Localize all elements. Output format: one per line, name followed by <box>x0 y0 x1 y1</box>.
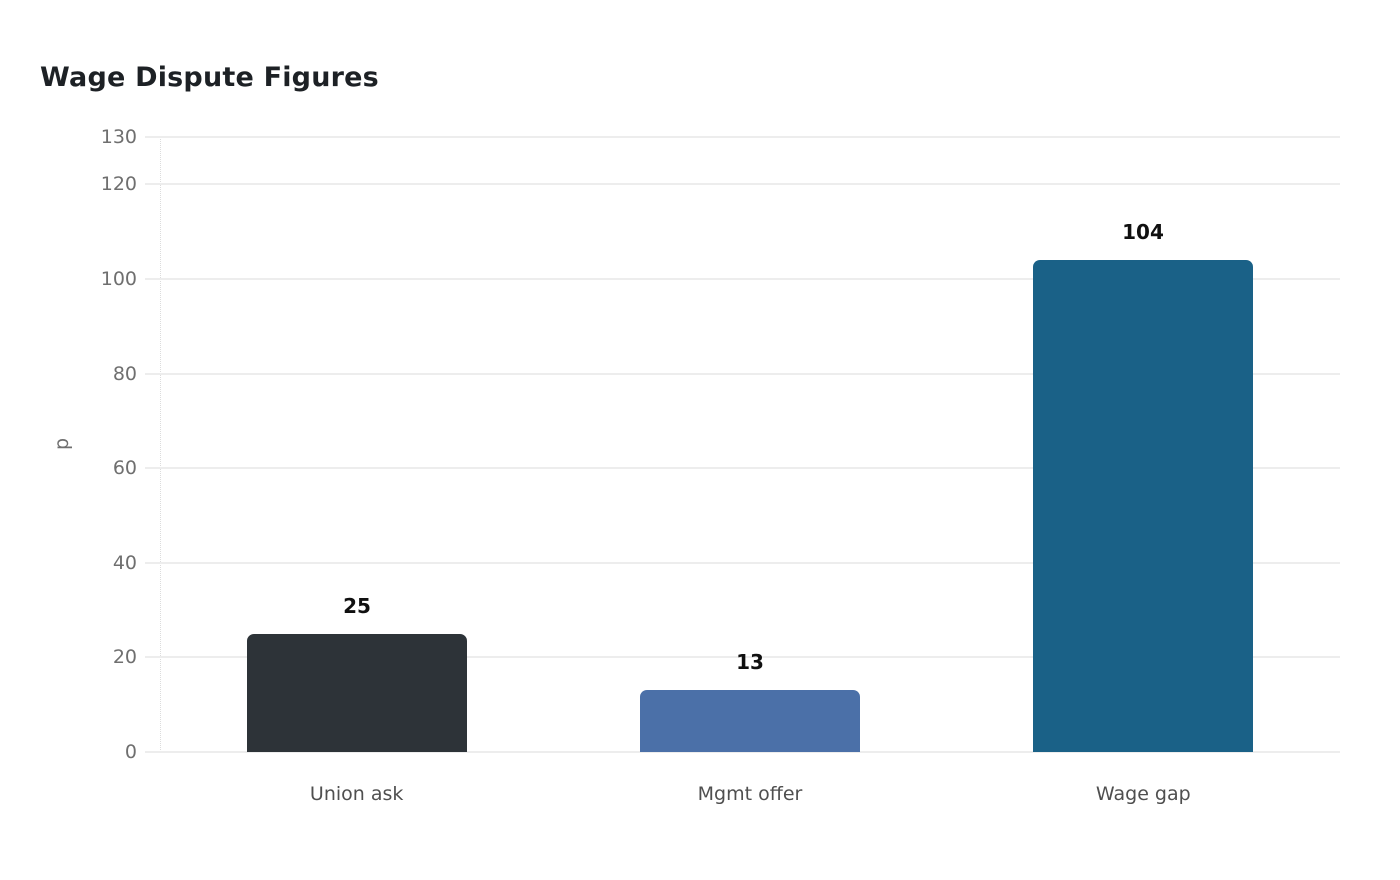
y-tick-label: 60 <box>112 457 137 480</box>
gridline <box>145 467 1340 470</box>
gridline <box>145 183 1340 186</box>
bar-value-label: 25 <box>343 594 371 618</box>
y-tick-label: 120 <box>100 173 137 196</box>
bar-union-ask <box>247 634 467 752</box>
y-tick-label: 40 <box>112 551 137 574</box>
y-axis-label: p <box>51 437 73 451</box>
gridline <box>145 372 1340 375</box>
gridline <box>145 561 1340 564</box>
y-tick-label: 0 <box>124 741 137 763</box>
gridline <box>145 751 1340 753</box>
bar-value-label: 13 <box>736 650 764 674</box>
y-axis-line <box>160 137 161 752</box>
gridline <box>145 656 1340 659</box>
gridline <box>145 277 1340 280</box>
y-tick-label: 100 <box>100 267 137 290</box>
chart-title: Wage Dispute Figures <box>40 62 379 93</box>
y-tick-label: 130 <box>100 126 137 148</box>
plot-area: 25 13 104 <box>145 136 1340 753</box>
bar-wage-gap <box>1033 260 1253 752</box>
bar-value-label: 104 <box>1122 220 1164 244</box>
x-tick-label: Wage gap <box>1095 783 1191 805</box>
y-tick-label: 20 <box>112 646 137 669</box>
gridline <box>145 136 1340 138</box>
y-tick-label: 80 <box>112 362 137 385</box>
bar-mgmt-offer <box>640 690 860 752</box>
x-tick-label: Mgmt offer <box>697 783 803 805</box>
x-tick-label: Union ask <box>309 783 404 805</box>
